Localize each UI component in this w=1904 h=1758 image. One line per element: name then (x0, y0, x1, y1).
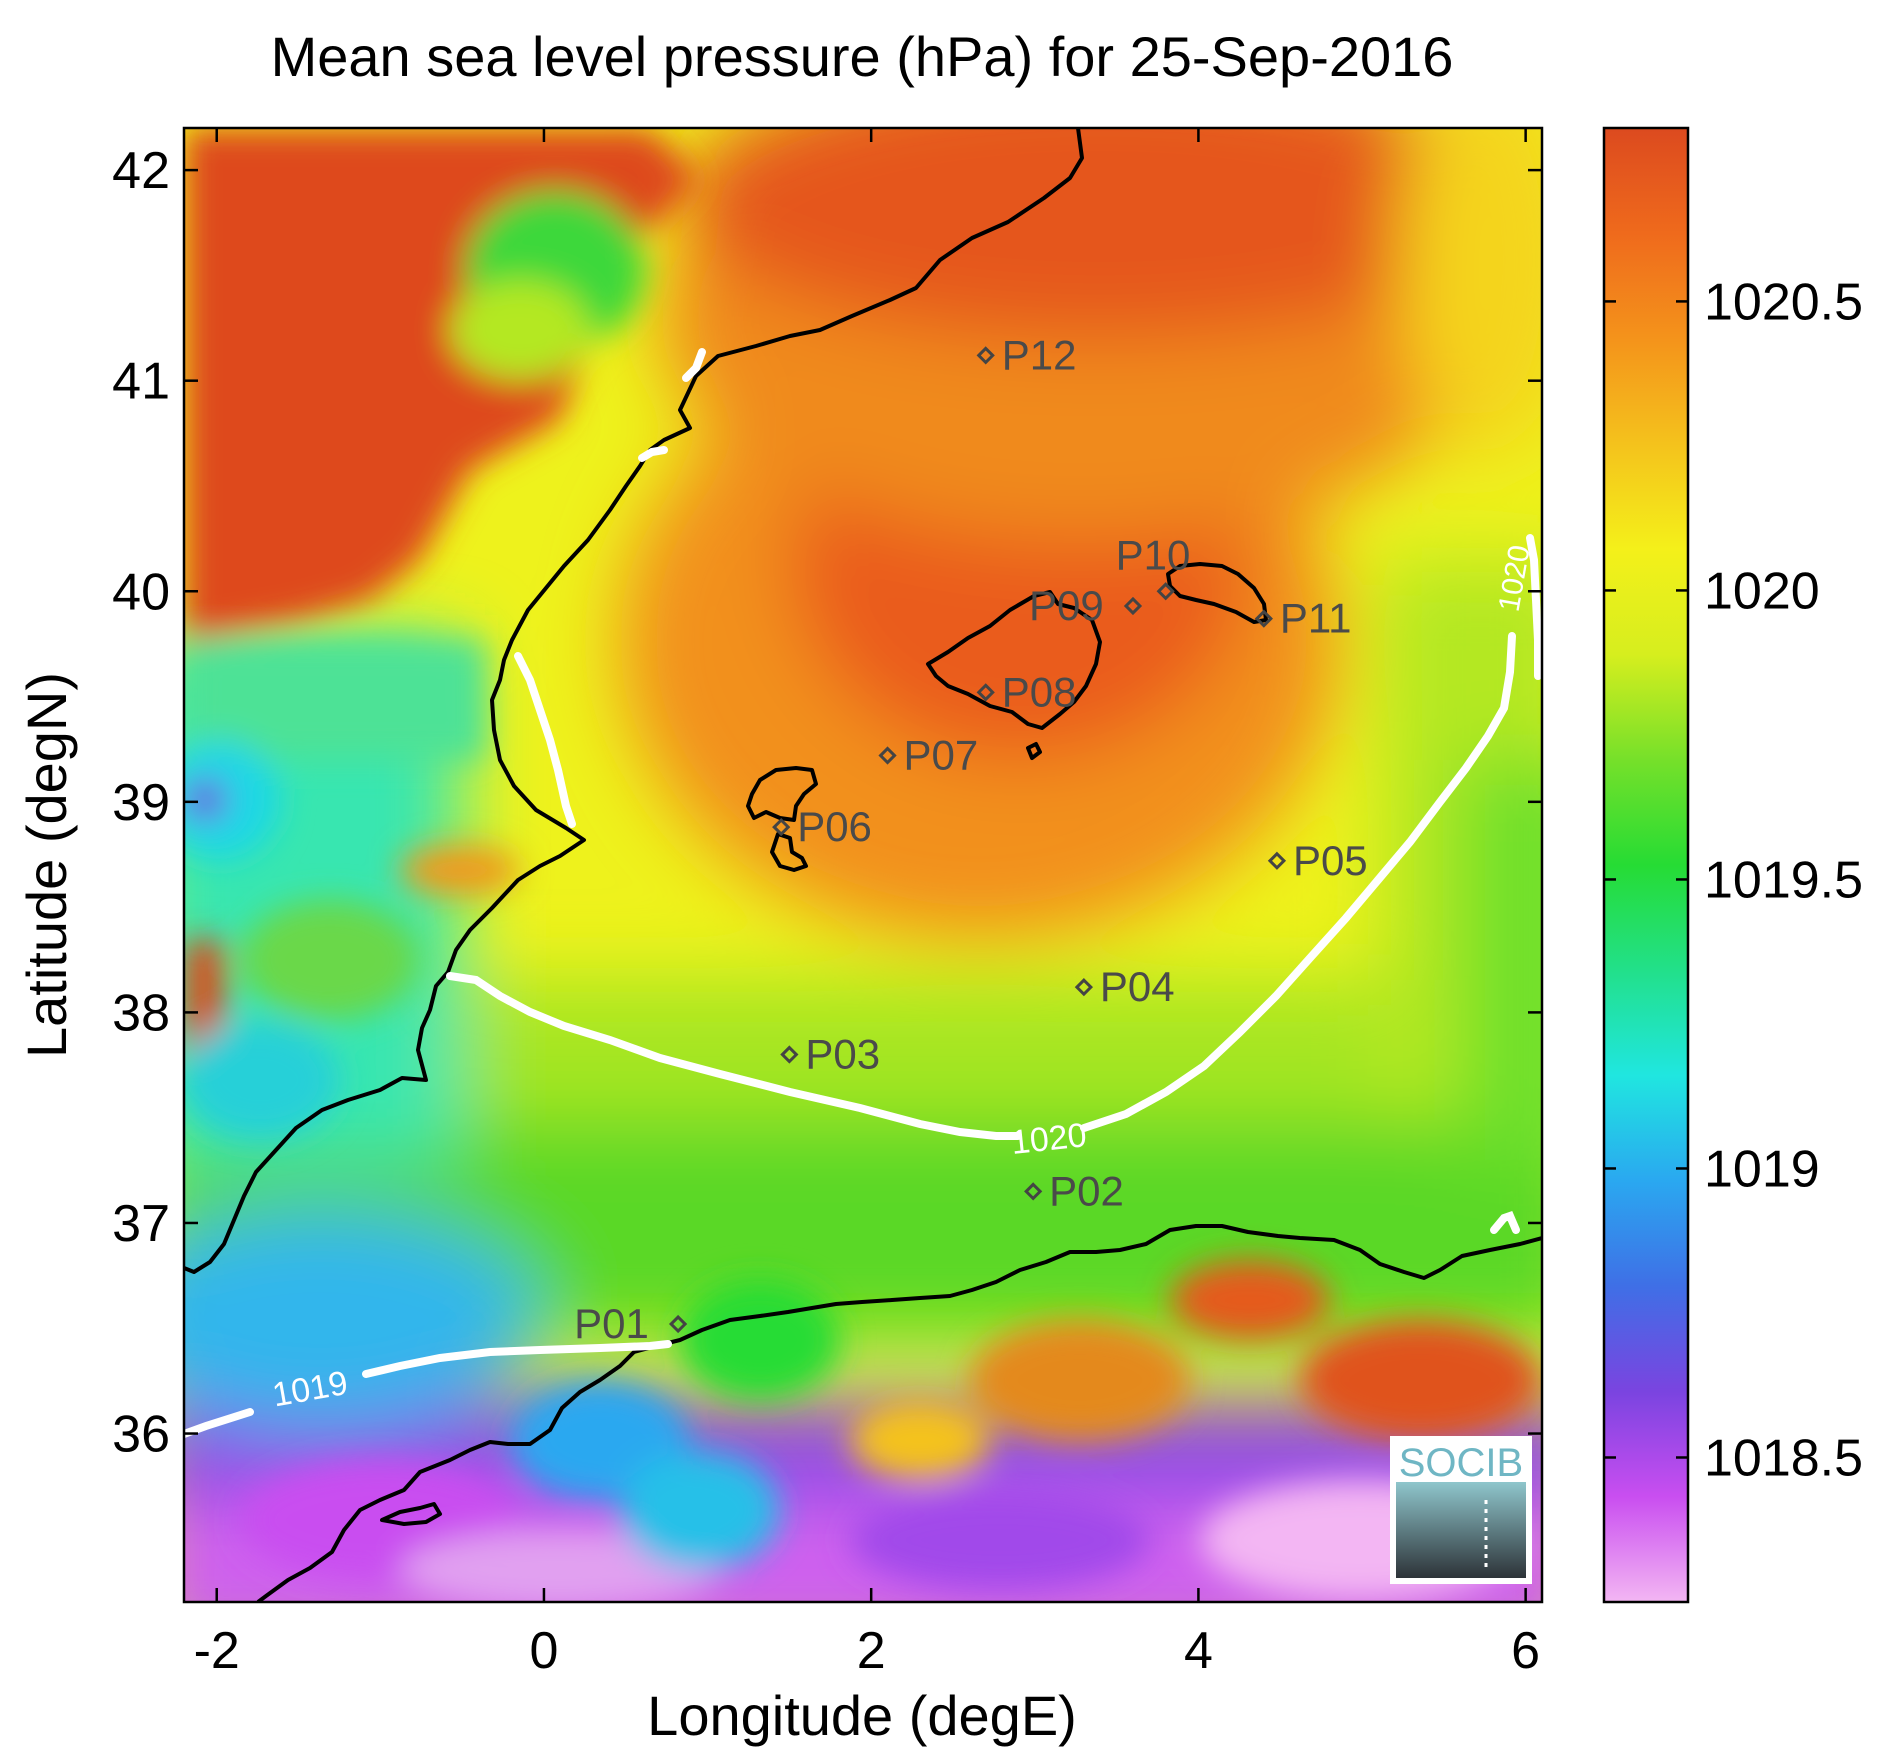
y-axis: 36 37 38 39 40 41 42 (112, 142, 1542, 1464)
colorbar-tick-label: 1020 (1704, 562, 1820, 620)
station-marker (878, 746, 897, 765)
station-marker (1123, 596, 1143, 616)
iberia-coastline (184, 128, 1084, 1274)
station-marker (1254, 609, 1273, 628)
isobar-label-1020: 1020 (1009, 1116, 1088, 1162)
colorbar-tick-label: 1019 (1704, 1140, 1820, 1198)
y-tick-label: 40 (112, 563, 170, 621)
x-tick-label: 0 (529, 1622, 558, 1680)
stations: P01 P02 P03 P04 P05 P06 P07 P08 P09 P10 P11 P12 (574, 331, 1368, 1347)
menorca (1166, 562, 1268, 624)
station-marker (772, 817, 791, 837)
station-label: P05 (1293, 837, 1368, 884)
logo-text: SOCIB (1399, 1441, 1523, 1485)
x-tick-label: 6 (1511, 1622, 1540, 1680)
station-p10: P10 (1116, 531, 1191, 601)
cabrera (1026, 742, 1042, 760)
y-tick-label: 37 (112, 1195, 170, 1253)
coastline (184, 128, 1542, 1602)
formentera (770, 832, 808, 872)
colorbar-gradient (1602, 126, 1690, 1604)
alboran-island (380, 1502, 442, 1526)
logo-gradient (1396, 1482, 1526, 1578)
y-tick-label: 41 (112, 353, 170, 411)
x-axis: -2 0 2 4 6 (194, 128, 1540, 1680)
pressure-field (184, 128, 1542, 1602)
station-label: P08 (1002, 668, 1077, 715)
station-marker (1024, 1182, 1043, 1201)
station-p12: P12 (976, 331, 1077, 378)
isobar-1020-ne (1526, 534, 1542, 680)
station-label: P12 (1002, 331, 1077, 378)
isobar-coast-n (682, 348, 706, 382)
isobar-1019-b (362, 1340, 672, 1378)
station-p06: P06 (772, 803, 872, 850)
africa-coastline (256, 1224, 1542, 1602)
station-label: P10 (1116, 531, 1191, 578)
station-marker (1156, 582, 1175, 601)
isobar-1020-small (1490, 1211, 1520, 1234)
station-marker (1267, 851, 1287, 870)
x-axis-label: Longitude (degE) (647, 1684, 1077, 1747)
station-label: P11 (1280, 595, 1352, 642)
station-p04: P04 (1074, 963, 1175, 1010)
station-label: P02 (1049, 1167, 1124, 1214)
station-marker (1074, 978, 1094, 997)
isobar-coast-n2 (638, 446, 668, 462)
isobar-1020-main-b (1080, 632, 1516, 1132)
station-marker (976, 683, 995, 702)
y-tick-label: 42 (112, 142, 170, 200)
colorbar-tick-label: 1019.5 (1704, 851, 1863, 909)
station-label: P09 (1029, 582, 1104, 629)
station-p09: P09 (1029, 582, 1143, 629)
station-p01: P01 (574, 1300, 688, 1347)
station-p11: P11 (1254, 595, 1352, 642)
station-p08: P08 (976, 668, 1077, 715)
colorbar-tick-label: 1020.5 (1704, 273, 1863, 331)
colorbar-tick-label: 1018.5 (1704, 1429, 1863, 1487)
socib-logo: SOCIB (1390, 1436, 1532, 1584)
isobar-1020-main (446, 972, 1022, 1140)
station-marker (668, 1314, 688, 1334)
y-tick-label: 39 (112, 774, 170, 832)
colorbar: 1018.5 1019 1019.5 1020 1020.5 (1602, 126, 1863, 1604)
station-label: P06 (797, 803, 872, 850)
y-axis-label: Latitude (degN) (15, 672, 78, 1058)
station-marker (780, 1045, 799, 1064)
station-label: P01 (574, 1300, 649, 1347)
station-p05: P05 (1267, 837, 1368, 884)
station-p02: P02 (1024, 1167, 1124, 1214)
station-p03: P03 (780, 1031, 880, 1078)
station-label: P07 (904, 732, 979, 779)
y-tick-label: 38 (112, 984, 170, 1042)
station-label: P03 (805, 1031, 880, 1078)
colorbar-ticks: 1018.5 1019 1019.5 1020 1020.5 (1604, 273, 1863, 1487)
y-tick-label: 36 (112, 1406, 170, 1464)
chart-title: Mean sea level pressure (hPa) for 25-Sep… (271, 25, 1454, 88)
mallorca (926, 590, 1102, 730)
isobar-1020-west (514, 652, 576, 828)
isobars (184, 348, 1542, 1438)
x-tick-label: -2 (194, 1622, 240, 1680)
station-label: P04 (1100, 963, 1175, 1010)
isobar-1019 (184, 1408, 254, 1438)
x-tick-label: 4 (1184, 1622, 1213, 1680)
station-p07: P07 (878, 732, 979, 779)
station-marker (976, 346, 995, 365)
map-frame (182, 126, 1544, 1604)
ibiza (746, 766, 818, 822)
x-tick-label: 2 (857, 1622, 886, 1680)
